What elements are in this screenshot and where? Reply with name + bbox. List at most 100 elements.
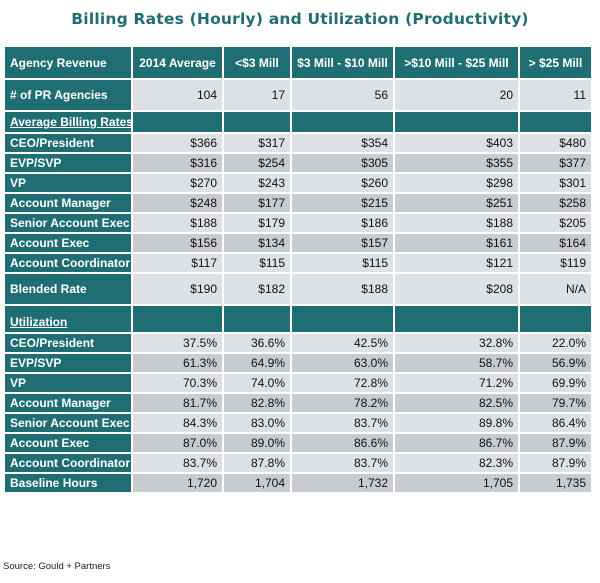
table-row: CEO/President 37.5% 36.6% 42.5% 32.8% 22.0% (3, 332, 593, 354)
table-cell: $134 (222, 232, 292, 254)
table-cell: $182 (222, 272, 292, 306)
table-cell: $177 (222, 192, 292, 214)
table-cell: 64.9% (222, 352, 292, 374)
row-label: VP (3, 172, 133, 194)
table-cell: $157 (290, 232, 395, 254)
table-cell: 32.8% (393, 332, 520, 354)
table-row: Account Exec $156 $134 $157 $161 $164 (3, 232, 593, 254)
table-cell: 83.0% (222, 412, 292, 434)
table-cell: $377 (518, 152, 593, 174)
table-row: Account Manager $248 $177 $215 $251 $258 (3, 192, 593, 214)
table-cell: 87.9% (518, 452, 593, 474)
table-cell: N/A (518, 272, 593, 306)
section-header-row: Utilization (3, 304, 593, 334)
table-cell: $190 (131, 272, 224, 306)
table-cell: $317 (222, 132, 292, 154)
table-cell: 22.0% (518, 332, 593, 354)
table-row: VP 70.3% 74.0% 72.8% 71.2% 69.9% (3, 372, 593, 394)
table-cell: 37.5% (131, 332, 224, 354)
table-cell: $119 (518, 252, 593, 274)
table-row: EVP/SVP 61.3% 64.9% 63.0% 58.7% 56.9% (3, 352, 593, 374)
table-cell: 72.8% (290, 372, 395, 394)
table-cell: 86.4% (518, 412, 593, 434)
table-cell: 36.6% (222, 332, 292, 354)
row-label: Account Exec (3, 432, 133, 454)
table-cell: 78.2% (290, 392, 395, 414)
table-cell: 63.0% (290, 352, 395, 374)
table-cell: 87.8% (222, 452, 292, 474)
row-label: Account Coordinator (3, 252, 133, 274)
billing-table-container: Agency Revenue 2014 Average <$3 Mill $3 … (3, 45, 593, 494)
table-cell: $208 (393, 272, 520, 306)
table-row: EVP/SVP $316 $254 $305 $355 $377 (3, 152, 593, 174)
table-row: Baseline Hours 1,720 1,704 1,732 1,705 1,735 (3, 472, 593, 494)
table-cell: $186 (290, 212, 395, 234)
row-label: # of PR Agencies (3, 78, 133, 112)
row-label: Senior Account Exec (3, 412, 133, 434)
row-label: Baseline Hours (3, 472, 133, 494)
header-cell: <$3 Mill (222, 45, 292, 80)
table-cell: $248 (131, 192, 224, 214)
table-cell: $161 (393, 232, 520, 254)
table-row: # of PR Agencies 104 17 56 20 11 (3, 78, 593, 112)
table-cell: $254 (222, 152, 292, 174)
row-label: Senior Account Exec (3, 212, 133, 234)
section-filler (290, 110, 395, 134)
table-cell: 81.7% (131, 392, 224, 414)
table-cell: $316 (131, 152, 224, 174)
table-cell: 1,705 (393, 472, 520, 494)
table-cell: $188 (290, 272, 395, 306)
table-cell: 70.3% (131, 372, 224, 394)
table-cell: 83.7% (290, 452, 395, 474)
section-filler (131, 304, 224, 334)
header-cell: >$10 Mill - $25 Mill (393, 45, 520, 80)
section-header-row: Average Billing Rates (3, 110, 593, 134)
table-cell: 11 (518, 78, 593, 112)
table-cell: 82.8% (222, 392, 292, 414)
section-filler (518, 110, 593, 134)
header-cell: 2014 Average (131, 45, 224, 80)
table-cell: $164 (518, 232, 593, 254)
table-cell: $305 (290, 152, 395, 174)
section-filler (222, 304, 292, 334)
table-cell: 58.7% (393, 352, 520, 374)
row-label: EVP/SVP (3, 352, 133, 374)
table-cell: $188 (393, 212, 520, 234)
table-cell: 84.3% (131, 412, 224, 434)
table-cell: 86.6% (290, 432, 395, 454)
table-cell: 104 (131, 78, 224, 112)
row-label: Account Manager (3, 192, 133, 214)
row-label: Account Exec (3, 232, 133, 254)
table-cell: 89.0% (222, 432, 292, 454)
section-filler (290, 304, 395, 334)
table-cell: 1,720 (131, 472, 224, 494)
table-cell: 1,704 (222, 472, 292, 494)
table-cell: 87.9% (518, 432, 593, 454)
table-cell: $403 (393, 132, 520, 154)
header-cell: $3 Mill - $10 Mill (290, 45, 395, 80)
table-cell: $355 (393, 152, 520, 174)
section-filler (393, 110, 520, 134)
header-cell: > $25 Mill (518, 45, 593, 80)
table-row: VP $270 $243 $260 $298 $301 (3, 172, 593, 194)
table-row: Account Exec 87.0% 89.0% 86.6% 86.7% 87.9% (3, 432, 593, 454)
table-row: Account Manager 81.7% 82.8% 78.2% 82.5% 79.7% (3, 392, 593, 414)
table-cell: 79.7% (518, 392, 593, 414)
header-row: Agency Revenue 2014 Average <$3 Mill $3 … (3, 45, 593, 80)
table-cell: $301 (518, 172, 593, 194)
table-cell: $121 (393, 252, 520, 274)
table-cell: 82.3% (393, 452, 520, 474)
table-cell: 89.8% (393, 412, 520, 434)
table-cell: $270 (131, 172, 224, 194)
table-cell: 71.2% (393, 372, 520, 394)
section-filler (131, 110, 224, 134)
table-cell: $243 (222, 172, 292, 194)
table-row: Senior Account Exec $188 $179 $186 $188 $205 (3, 212, 593, 234)
table-cell: $115 (290, 252, 395, 274)
row-label: VP (3, 372, 133, 394)
table-cell: $117 (131, 252, 224, 274)
row-label: Account Coordinator (3, 452, 133, 474)
table-cell: 74.0% (222, 372, 292, 394)
section-filler (518, 304, 593, 334)
row-label: Blended Rate (3, 272, 133, 306)
